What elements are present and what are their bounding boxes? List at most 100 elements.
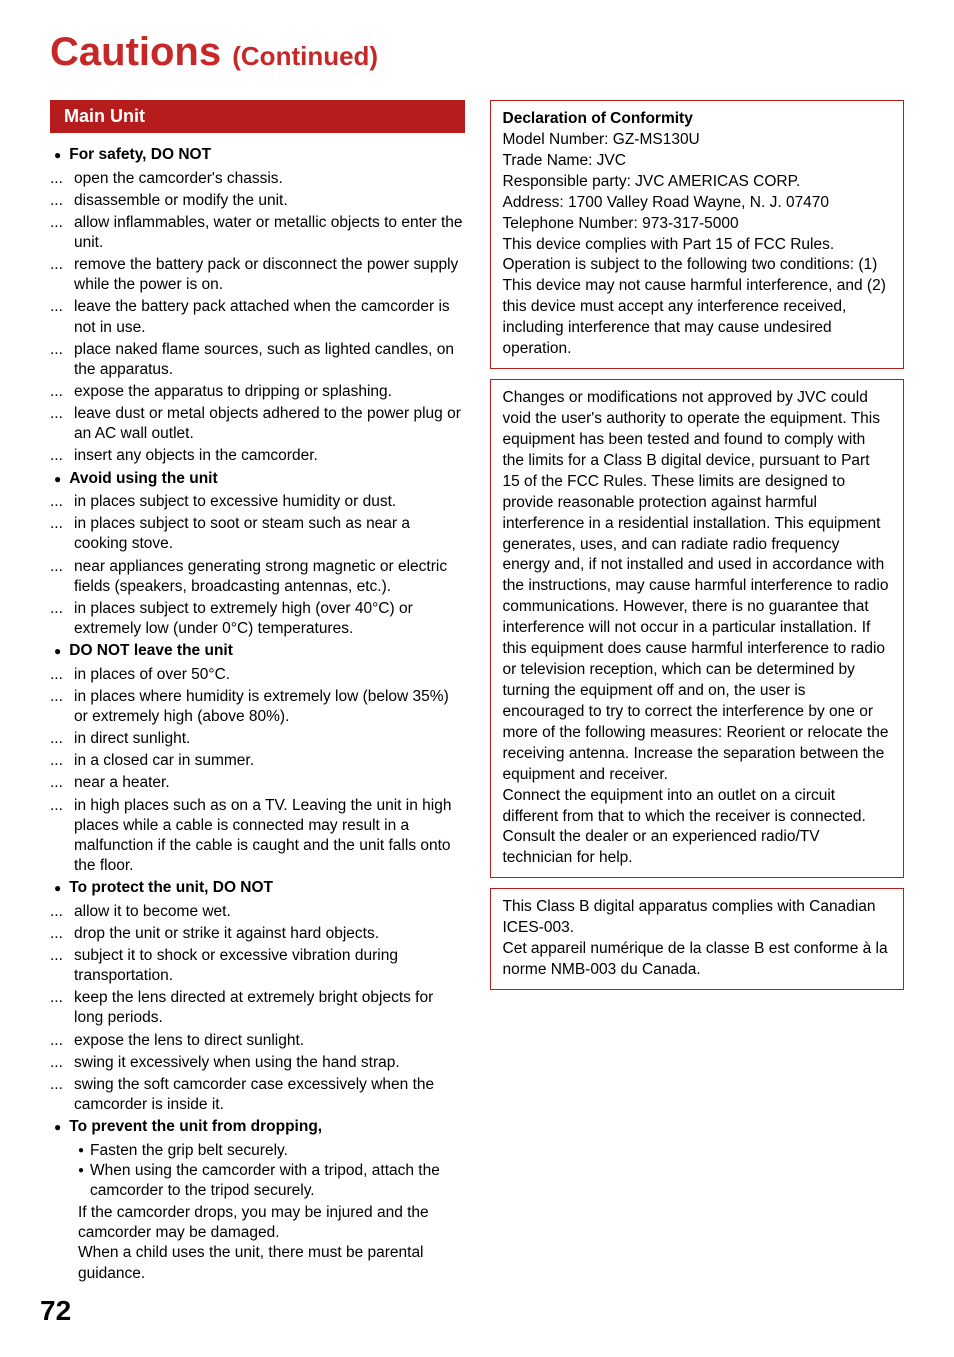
list-item-text: expose the apparatus to dripping or spla… bbox=[74, 382, 465, 402]
fcc-paragraph: Connect the equipment into an outlet on … bbox=[503, 786, 892, 828]
ellipsis-prefix: ... bbox=[50, 665, 74, 685]
ellipsis-prefix: ... bbox=[50, 404, 74, 444]
ellipsis-prefix: ... bbox=[50, 382, 74, 402]
ellipsis-prefix: ... bbox=[50, 599, 74, 639]
page-title: Cautions (Continued) bbox=[50, 30, 904, 75]
section-heading: To prevent the unit from dropping, bbox=[50, 1117, 465, 1139]
ellipsis-prefix: ... bbox=[50, 988, 74, 1028]
section-heading: To protect the unit, DO NOT bbox=[50, 878, 465, 900]
list-item: ...in direct sunlight. bbox=[50, 729, 465, 749]
sub-bullet-item: Fasten the grip belt securely. bbox=[78, 1141, 465, 1161]
section-heading-text: Avoid using the unit bbox=[69, 469, 217, 491]
list-item: ...swing the soft camcorder case excessi… bbox=[50, 1075, 465, 1115]
section-heading: Avoid using the unit bbox=[50, 469, 465, 491]
list-item: ...swing it excessively when using the h… bbox=[50, 1053, 465, 1073]
list-item-text: keep the lens directed at extremely brig… bbox=[74, 988, 465, 1028]
fcc-box: Changes or modifications not approved by… bbox=[490, 379, 905, 878]
declaration-line: Responsible party: JVC AMERICAS CORP. bbox=[503, 172, 892, 193]
ellipsis-prefix: ... bbox=[50, 557, 74, 597]
list-item: ...subject it to shock or excessive vibr… bbox=[50, 946, 465, 986]
list-item: ...keep the lens directed at extremely b… bbox=[50, 988, 465, 1028]
section-heading-text: To protect the unit, DO NOT bbox=[69, 878, 273, 900]
left-column: Main Unit For safety, DO NOT...open the … bbox=[50, 100, 465, 1286]
list-item-text: in direct sunlight. bbox=[74, 729, 465, 749]
declaration-line: This device complies with Part 15 of FCC… bbox=[503, 235, 892, 361]
ellipsis-prefix: ... bbox=[50, 729, 74, 749]
fcc-paragraph: Changes or modifications not approved by… bbox=[503, 388, 892, 786]
list-item: ...drop the unit or strike it against ha… bbox=[50, 924, 465, 944]
ellipsis-prefix: ... bbox=[50, 255, 74, 295]
sub-bullet-item: When using the camcorder with a tripod, … bbox=[78, 1161, 465, 1201]
ellipsis-prefix: ... bbox=[50, 169, 74, 189]
list-item-text: open the camcorder's chassis. bbox=[74, 169, 465, 189]
list-item-text: expose the lens to direct sunlight. bbox=[74, 1031, 465, 1051]
list-item-text: near a heater. bbox=[74, 773, 465, 793]
section-heading: For safety, DO NOT bbox=[50, 145, 465, 167]
section-header-main-unit: Main Unit bbox=[50, 100, 465, 133]
ellipsis-prefix: ... bbox=[50, 773, 74, 793]
ellipsis-prefix: ... bbox=[50, 213, 74, 253]
list-item-text: drop the unit or strike it against hard … bbox=[74, 924, 465, 944]
title-continued: (Continued) bbox=[232, 41, 378, 71]
list-item: ...expose the lens to direct sunlight. bbox=[50, 1031, 465, 1051]
list-item-text: remove the battery pack or disconnect th… bbox=[74, 255, 465, 295]
ellipsis-prefix: ... bbox=[50, 796, 74, 877]
list-item-text: in places subject to extremely high (ove… bbox=[74, 599, 465, 639]
list-item-text: in places where humidity is extremely lo… bbox=[74, 687, 465, 727]
main-unit-list: For safety, DO NOT...open the camcorder'… bbox=[50, 145, 465, 1284]
list-item-text: near appliances generating strong magnet… bbox=[74, 557, 465, 597]
list-item: ...leave the battery pack attached when … bbox=[50, 297, 465, 337]
sub-bullet-list: Fasten the grip belt securely.When using… bbox=[50, 1141, 465, 1201]
right-column: Declaration of Conformity Model Number: … bbox=[490, 100, 905, 1286]
tail-text: If the camcorder drops, you may be injur… bbox=[50, 1203, 465, 1284]
ellipsis-prefix: ... bbox=[50, 446, 74, 466]
declaration-line: Telephone Number: 973-317-5000 bbox=[503, 214, 892, 235]
declaration-box: Declaration of Conformity Model Number: … bbox=[490, 100, 905, 369]
section-heading-text: To prevent the unit from dropping, bbox=[69, 1117, 322, 1139]
list-item: ...open the camcorder's chassis. bbox=[50, 169, 465, 189]
declaration-body: Model Number: GZ-MS130UTrade Name: JVCRe… bbox=[503, 130, 892, 360]
list-item: ...leave dust or metal objects adhered t… bbox=[50, 404, 465, 444]
list-item-text: leave the battery pack attached when the… bbox=[74, 297, 465, 337]
ellipsis-prefix: ... bbox=[50, 340, 74, 380]
list-item-text: swing the soft camcorder case excessivel… bbox=[74, 1075, 465, 1115]
declaration-line: Trade Name: JVC bbox=[503, 151, 892, 172]
ellipsis-prefix: ... bbox=[50, 687, 74, 727]
list-item-text: leave dust or metal objects adhered to t… bbox=[74, 404, 465, 444]
ellipsis-prefix: ... bbox=[50, 514, 74, 554]
sub-bullet-text: When using the camcorder with a tripod, … bbox=[90, 1161, 464, 1201]
declaration-title: Declaration of Conformity bbox=[503, 109, 892, 130]
ellipsis-prefix: ... bbox=[50, 751, 74, 771]
section-heading: DO NOT leave the unit bbox=[50, 641, 465, 663]
list-item: ...in places subject to soot or steam su… bbox=[50, 514, 465, 554]
declaration-line: Address: 1700 Valley Road Wayne, N. J. 0… bbox=[503, 193, 892, 214]
ices-paragraph: Cet appareil numérique de la classe B es… bbox=[503, 939, 892, 981]
list-item-text: allow it to become wet. bbox=[74, 902, 465, 922]
page-number: 72 bbox=[40, 1295, 71, 1327]
list-item: ...remove the battery pack or disconnect… bbox=[50, 255, 465, 295]
list-item-text: disassemble or modify the unit. bbox=[74, 191, 465, 211]
fcc-paragraph: Consult the dealer or an experienced rad… bbox=[503, 827, 892, 869]
ices-box: This Class B digital apparatus complies … bbox=[490, 888, 905, 990]
list-item: ...in high places such as on a TV. Leavi… bbox=[50, 796, 465, 877]
sub-bullet-text: Fasten the grip belt securely. bbox=[90, 1141, 288, 1161]
list-item: ...in places subject to extremely high (… bbox=[50, 599, 465, 639]
ellipsis-prefix: ... bbox=[50, 1075, 74, 1115]
list-item-text: insert any objects in the camcorder. bbox=[74, 446, 465, 466]
list-item-text: in a closed car in summer. bbox=[74, 751, 465, 771]
list-item-text: in places subject to excessive humidity … bbox=[74, 492, 465, 512]
list-item-text: place naked flame sources, such as light… bbox=[74, 340, 465, 380]
ellipsis-prefix: ... bbox=[50, 1031, 74, 1051]
ellipsis-prefix: ... bbox=[50, 924, 74, 944]
list-item: ...in places where humidity is extremely… bbox=[50, 687, 465, 727]
list-item-text: in high places such as on a TV. Leaving … bbox=[74, 796, 465, 877]
list-item: ...expose the apparatus to dripping or s… bbox=[50, 382, 465, 402]
list-item-text: subject it to shock or excessive vibrati… bbox=[74, 946, 465, 986]
list-item: ...allow it to become wet. bbox=[50, 902, 465, 922]
list-item: ...allow inflammables, water or metallic… bbox=[50, 213, 465, 253]
list-item: ...in places of over 50°C. bbox=[50, 665, 465, 685]
ellipsis-prefix: ... bbox=[50, 191, 74, 211]
ellipsis-prefix: ... bbox=[50, 1053, 74, 1073]
list-item-text: swing it excessively when using the hand… bbox=[74, 1053, 465, 1073]
list-item-text: allow inflammables, water or metallic ob… bbox=[74, 213, 465, 253]
